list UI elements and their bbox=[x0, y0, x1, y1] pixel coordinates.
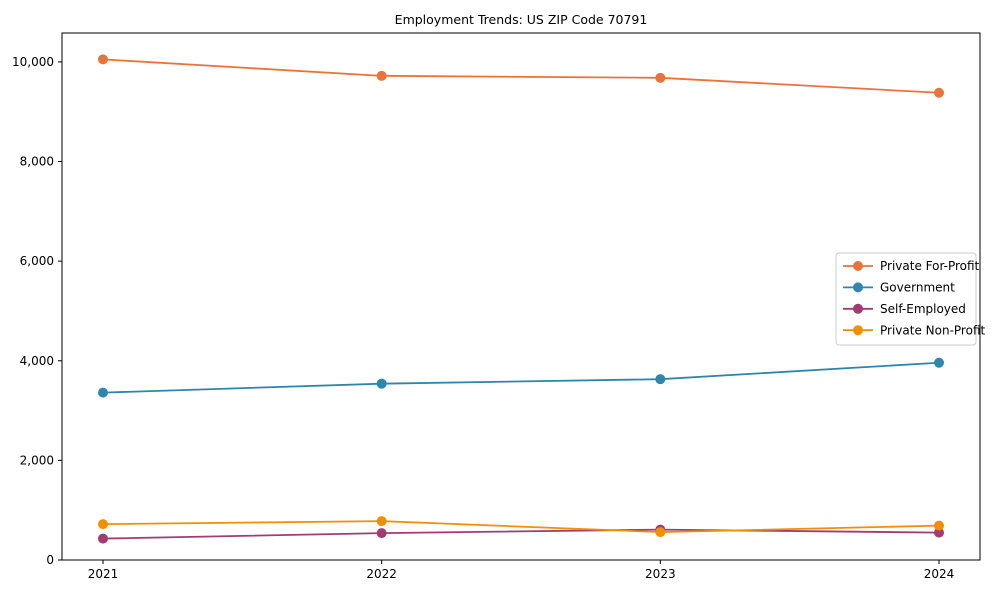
data-point-private-non-profit-2022 bbox=[376, 516, 387, 527]
x-axis-tick-label: 2023 bbox=[645, 567, 676, 581]
data-point-self-employed-2021 bbox=[98, 533, 108, 544]
data-point-private-for-profit-2023 bbox=[655, 72, 666, 83]
legend-item-private-for-profit: Private For-Profit bbox=[843, 259, 980, 273]
data-point-government-2024 bbox=[934, 357, 944, 368]
legend-item-government: Government bbox=[843, 280, 955, 294]
series-line-private-non-profit bbox=[102, 520, 940, 534]
data-point-government-2021 bbox=[98, 387, 108, 398]
x-axis-tick-label: 2021 bbox=[88, 567, 119, 581]
data-point-private-for-profit-2022 bbox=[376, 70, 387, 81]
series-line-self-employed bbox=[102, 528, 940, 540]
legend-box bbox=[835, 252, 977, 346]
data-point-private-non-profit-2021 bbox=[98, 519, 108, 530]
data-point-government-2022 bbox=[376, 378, 387, 389]
legend: Private For-Profit Government Self-Employe… bbox=[835, 252, 986, 346]
data-point-private-non-profit-2023 bbox=[655, 527, 666, 538]
y-axis-tick-label: 10,000 bbox=[12, 55, 54, 69]
legend-marker-dot bbox=[853, 303, 863, 314]
y-axis-tick-label: 2,000 bbox=[20, 453, 54, 467]
x-axis-tick-label: 2024 bbox=[924, 567, 955, 581]
legend-marker-dot bbox=[853, 282, 863, 293]
y-axis-tick-label: 8,000 bbox=[20, 155, 54, 169]
data-point-self-employed-2024 bbox=[934, 527, 944, 538]
data-point-private-for-profit-2021 bbox=[98, 54, 108, 65]
legend-marker-dot bbox=[853, 325, 863, 336]
chart-title: Employment Trends: US ZIP Code 70791 bbox=[395, 12, 648, 27]
legend-label: Self-Employed bbox=[880, 302, 966, 316]
x-axis-tick-label: 2022 bbox=[366, 567, 397, 581]
y-axis-tick-label: 6,000 bbox=[20, 254, 54, 268]
legend-item-private-non-profit: Private Non-Profit bbox=[843, 323, 986, 337]
legend-label: Government bbox=[880, 280, 955, 294]
legend-item-self-employed: Self-Employed bbox=[843, 302, 966, 316]
plot-spines bbox=[61, 32, 981, 561]
data-point-self-employed-2022 bbox=[376, 528, 387, 539]
series-line-private-for-profit bbox=[102, 58, 940, 94]
legend-label: Private For-Profit bbox=[880, 259, 980, 273]
data-point-private-for-profit-2024 bbox=[934, 87, 944, 98]
y-axis-tick-label: 0 bbox=[46, 553, 54, 567]
legend-marker-dot bbox=[853, 261, 863, 271]
y-axis-tick-label: 4,000 bbox=[20, 354, 54, 368]
series-line-government bbox=[102, 361, 940, 394]
data-point-private-non-profit-2024 bbox=[934, 520, 944, 531]
legend-label: Private Non-Profit bbox=[880, 323, 986, 337]
data-point-government-2023 bbox=[655, 374, 666, 385]
